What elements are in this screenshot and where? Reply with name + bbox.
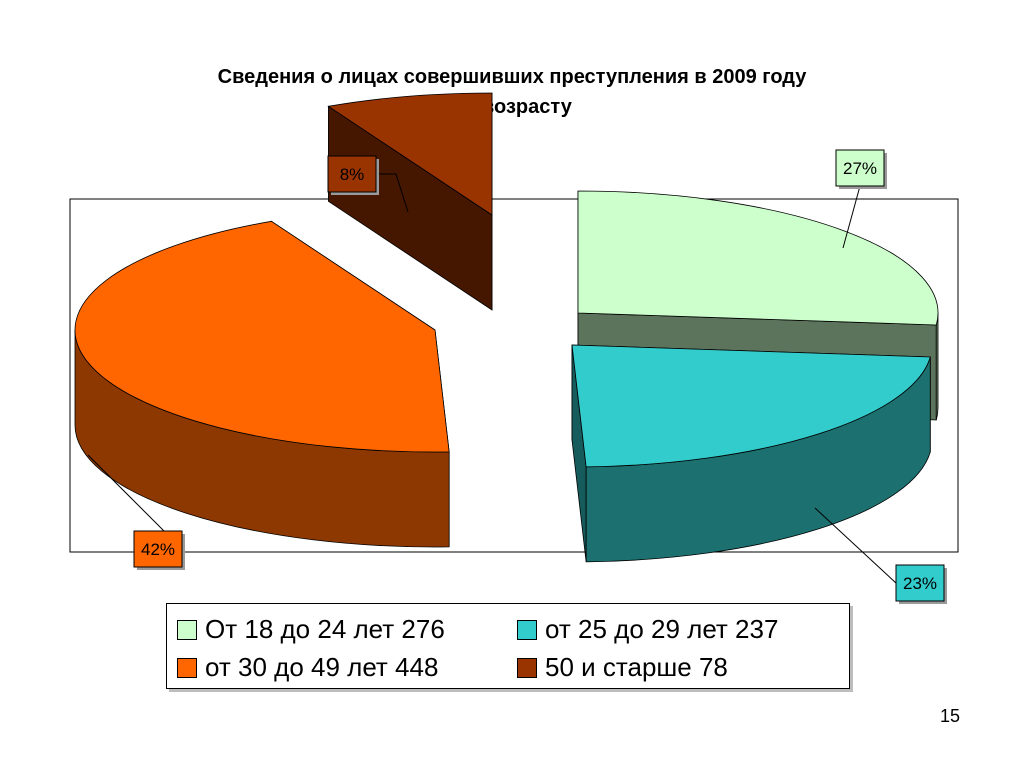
legend-item-30-49: от 30 до 49 лет 448 <box>177 652 438 683</box>
legend-item-18-24: От 18 до 24 лет 276 <box>177 614 445 645</box>
pie-slice-25-29 <box>571 344 931 563</box>
legend-label-50-plus: 50 и старше 78 <box>545 652 728 682</box>
pie-slice-top-18-24 <box>577 190 939 326</box>
data-label-50-plus: 8% <box>340 165 365 184</box>
leader-line-50-plus <box>376 173 409 213</box>
legend-swatch-30-49 <box>177 657 197 678</box>
data-label-box-30-49 <box>133 530 183 568</box>
pie-slice-30-49 <box>74 220 450 548</box>
pie-slice-top-50-plus <box>327 92 493 216</box>
data-label-box-25-29 <box>895 564 945 602</box>
data-label-18-24: 27% <box>843 159 877 178</box>
legend-label-25-29: от 25 до 29 лет 237 <box>545 614 779 644</box>
pie-slice-top-25-29 <box>571 344 931 468</box>
legend-item-25-29: от 25 до 29 лет 237 <box>517 614 778 645</box>
chart-title-line-1: Сведения о лицах совершивших преступлени… <box>217 66 807 88</box>
data-label-box-18-24 <box>835 149 885 187</box>
data-label-25-29: 23% <box>903 574 937 593</box>
pie-slice-top-30-49 <box>74 220 450 453</box>
chart-legend: От 18 до 24 лет 276 от 25 до 29 лет 237 … <box>166 603 850 689</box>
data-label-30-49: 42% <box>141 540 175 559</box>
legend-swatch-18-24 <box>177 619 197 640</box>
leader-line-25-29 <box>814 507 897 584</box>
leader-line-18-24 <box>842 185 861 249</box>
legend-label-30-49: от 30 до 49 лет 448 <box>205 652 439 682</box>
data-label-box-50-plus <box>327 155 377 193</box>
page-number: 15 <box>939 706 961 726</box>
pie-slice-edge-18-24 <box>935 312 939 421</box>
legend-swatch-25-29 <box>517 619 537 640</box>
legend-item-50-plus: 50 и старше 78 <box>517 652 728 683</box>
legend-label-18-24: От 18 до 24 лет 276 <box>205 614 445 644</box>
legend-swatch-50-plus <box>517 657 537 678</box>
